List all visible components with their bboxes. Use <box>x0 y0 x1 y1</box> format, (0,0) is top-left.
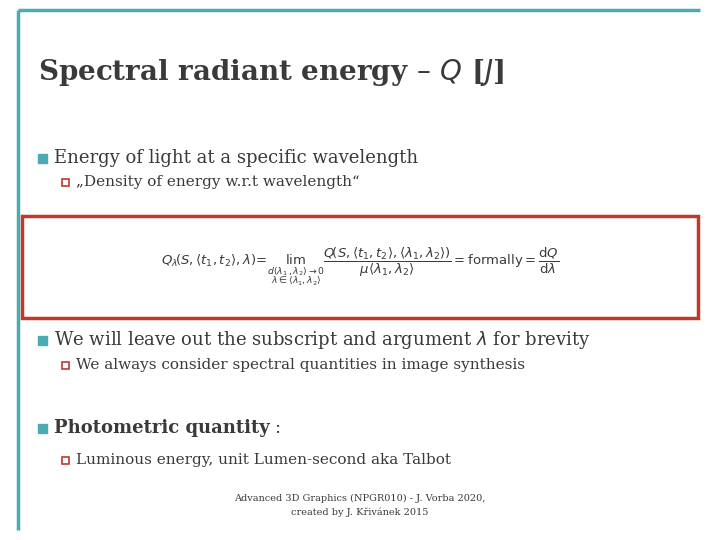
Bar <box>62 457 69 464</box>
Bar <box>62 362 69 369</box>
Text: Photometric quantity: Photometric quantity <box>54 419 270 437</box>
Text: Advanced 3D Graphics (NPGR010) - J. Vorba 2020,: Advanced 3D Graphics (NPGR010) - J. Vorb… <box>234 494 486 503</box>
Text: :: : <box>274 419 280 437</box>
Text: $Q_\lambda\!\left(S,\langle t_1,t_2\rangle,\lambda\right)\!=\! \lim_{\substack{d: $Q_\lambda\!\left(S,\langle t_1,t_2\rang… <box>161 246 559 288</box>
Text: Spectral radiant energy – $Q$ [$J$]: Spectral radiant energy – $Q$ [$J$] <box>38 57 504 87</box>
Text: „Density of energy w.r.t wavelength“: „Density of energy w.r.t wavelength“ <box>76 175 360 189</box>
Text: created by J. Křivánek 2015: created by J. Křivánek 2015 <box>292 507 428 517</box>
Text: We will leave out the subscript and argument $\lambda$ for brevity: We will leave out the subscript and argu… <box>54 329 590 351</box>
Bar <box>38 154 47 163</box>
Bar <box>38 336 47 345</box>
Bar <box>62 179 69 186</box>
Bar <box>22 216 698 318</box>
Text: Energy of light at a specific wavelength: Energy of light at a specific wavelength <box>54 149 418 167</box>
Text: Luminous energy, unit Lumen-second aka Talbot: Luminous energy, unit Lumen-second aka T… <box>76 453 451 467</box>
Text: We always consider spectral quantities in image synthesis: We always consider spectral quantities i… <box>76 358 525 372</box>
Bar <box>38 424 47 433</box>
